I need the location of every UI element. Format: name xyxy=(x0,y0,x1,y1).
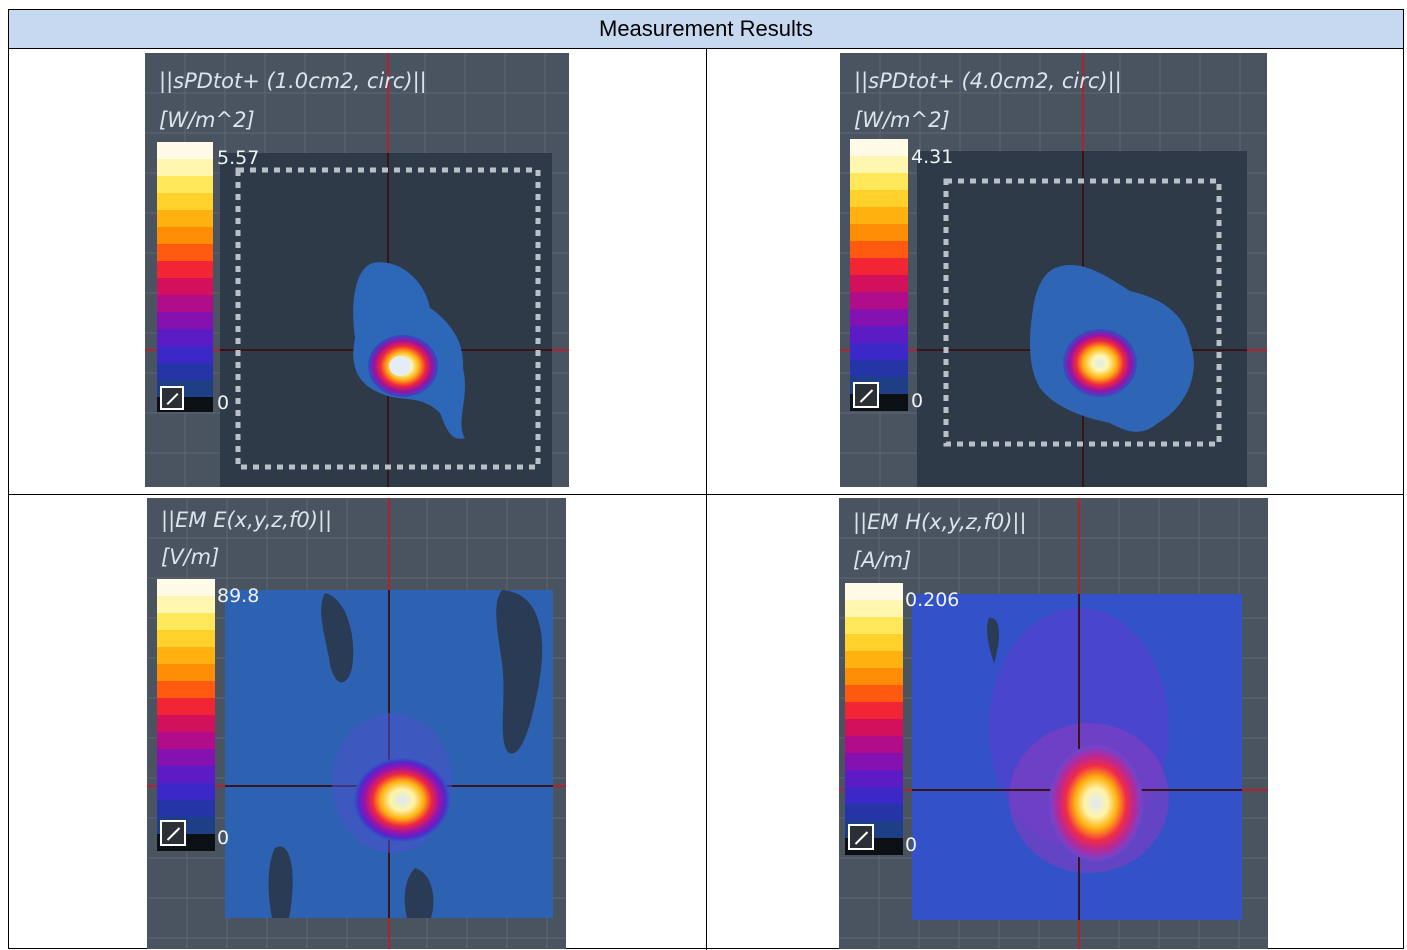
colorbar-segment xyxy=(157,800,215,817)
colorbar-segment xyxy=(845,651,903,668)
colorbar-segment xyxy=(845,719,903,736)
colorbar-segment xyxy=(157,312,213,329)
colorbar-segment xyxy=(157,329,213,346)
colorbar-segment xyxy=(850,326,908,343)
colorbar-min-label: 0 xyxy=(905,834,918,856)
colorbar-max-label: 0.206 xyxy=(905,589,960,611)
column-divider xyxy=(706,49,707,950)
colorbar-segment xyxy=(850,156,908,173)
colorbar-segment xyxy=(157,664,215,681)
colorbar-segment xyxy=(845,583,903,600)
plot-area xyxy=(840,53,1267,487)
colorbar-segment xyxy=(157,681,215,698)
colorbar-min-label: 0 xyxy=(911,390,924,412)
colorbar-segment xyxy=(157,698,215,715)
colorbar-segment xyxy=(850,275,908,292)
colorbar-segment xyxy=(845,702,903,719)
colorbar-segment xyxy=(850,207,908,224)
colorbar-segment xyxy=(850,190,908,207)
colorbar-segment xyxy=(157,749,215,766)
colorbar-segment xyxy=(157,647,215,664)
colorbar-max-label: 89.8 xyxy=(217,585,260,607)
toggle-icon[interactable] xyxy=(848,824,874,850)
colorbar-segment xyxy=(845,617,903,634)
colorbar-segment xyxy=(157,278,213,295)
colorbar-segment xyxy=(845,685,903,702)
colorbar-segment xyxy=(157,159,213,176)
plot-area xyxy=(839,498,1268,949)
colorbar-segment xyxy=(850,224,908,241)
colorbar-segment xyxy=(845,753,903,770)
colorbar-segment xyxy=(157,244,213,261)
colorbar-segment xyxy=(157,715,215,732)
colorbar-segment xyxy=(157,766,215,783)
toggle-icon[interactable] xyxy=(160,386,184,410)
colorbar-segment xyxy=(157,295,213,312)
colorbar-segment xyxy=(845,736,903,753)
colorbar-segment xyxy=(157,176,213,193)
panel-unit: [W/m^2] xyxy=(854,108,950,132)
colorbar-segment xyxy=(850,241,908,258)
colorbar-max-label: 5.57 xyxy=(217,147,260,169)
colorbar-segment xyxy=(850,173,908,190)
colorbar xyxy=(157,142,213,412)
colorbar-segment xyxy=(845,787,903,804)
colorbar-segment xyxy=(850,258,908,275)
panel-title: ||EM E(x,y,z,f0)|| xyxy=(161,508,333,532)
colorbar-segment xyxy=(157,579,215,596)
colorbar-min-label: 0 xyxy=(217,392,230,414)
panel-unit: [W/m^2] xyxy=(159,108,255,132)
panel-unit: [A/m] xyxy=(853,548,912,572)
colorbar-segment xyxy=(157,363,213,380)
colorbar-segment xyxy=(850,360,908,377)
colorbar-segment xyxy=(850,343,908,360)
colorbar-segment xyxy=(157,261,213,278)
colorbar-segment xyxy=(157,142,213,159)
toggle-icon[interactable] xyxy=(853,382,879,408)
colorbar-segment xyxy=(157,613,215,630)
panel-unit: [V/m] xyxy=(161,545,220,569)
plot-area xyxy=(147,498,566,949)
table-header: Measurement Results xyxy=(9,10,1403,49)
colorbar-segment xyxy=(157,783,215,800)
colorbar-segment xyxy=(157,193,213,210)
toggle-icon[interactable] xyxy=(160,820,186,846)
results-table: Measurement Results xyxy=(8,9,1404,950)
colorbar-segment xyxy=(850,292,908,309)
panel-title: ||EM H(x,y,z,f0)|| xyxy=(853,510,1027,534)
colorbar xyxy=(845,583,903,855)
colorbar-segment xyxy=(850,139,908,156)
row-divider xyxy=(9,494,1403,495)
colorbar-max-label: 4.31 xyxy=(911,146,954,168)
colorbar-segment xyxy=(157,210,213,227)
colorbar-segment xyxy=(850,309,908,326)
colorbar-segment xyxy=(845,634,903,651)
sar-plot-1cm2: ||sPDtot+ (1.0cm2, circ)|| [W/m^2] 5.57 … xyxy=(145,53,569,487)
colorbar-segment xyxy=(157,346,213,363)
colorbar xyxy=(850,139,908,411)
colorbar-segment xyxy=(845,668,903,685)
colorbar xyxy=(157,579,215,851)
colorbar-segment xyxy=(845,804,903,821)
sar-plot-4cm2: ||sPDtot+ (4.0cm2, circ)|| [W/m^2] 4.31 … xyxy=(840,53,1267,487)
colorbar-segment xyxy=(157,596,215,613)
plot-area xyxy=(145,53,569,487)
colorbar-segment xyxy=(845,770,903,787)
colorbar-segment xyxy=(157,732,215,749)
colorbar-min-label: 0 xyxy=(217,827,230,849)
panel-title: ||sPDtot+ (1.0cm2, circ)|| xyxy=(159,69,427,93)
colorbar-segment xyxy=(157,630,215,647)
e-field-plot: ||EM E(x,y,z,f0)|| [V/m] 89.8 0 xyxy=(147,498,566,949)
panel-title: ||sPDtot+ (4.0cm2, circ)|| xyxy=(854,69,1122,93)
h-field-plot: ||EM H(x,y,z,f0)|| [A/m] 0.206 0 xyxy=(839,498,1268,949)
colorbar-segment xyxy=(157,227,213,244)
colorbar-segment xyxy=(845,600,903,617)
